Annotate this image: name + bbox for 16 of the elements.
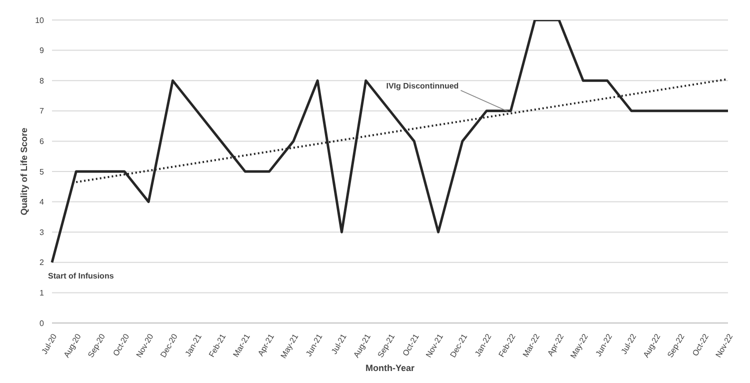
line-series <box>50 20 730 264</box>
y-tick-label: 4 <box>40 198 45 207</box>
y-tick-label: 10 <box>35 16 45 25</box>
y-axis-title: Quality of Life Score <box>19 128 30 216</box>
annotation: Start of Infusions <box>48 271 114 280</box>
y-tick-label: 6 <box>40 137 45 146</box>
y-tick-label: 8 <box>40 76 45 86</box>
y-tick-label: 2 <box>40 258 45 268</box>
y-tick-label: 3 <box>40 228 45 237</box>
y-tick-label: 0 <box>40 318 45 328</box>
y-tick-label: 9 <box>40 46 45 56</box>
annotation: IVIg Discontinnued <box>386 81 459 90</box>
y-tick-label: 7 <box>40 106 45 116</box>
x-axis-title: Month-Year <box>365 363 415 373</box>
y-tick-label: 5 <box>40 167 45 176</box>
y-tick-label: 1 <box>40 288 45 298</box>
